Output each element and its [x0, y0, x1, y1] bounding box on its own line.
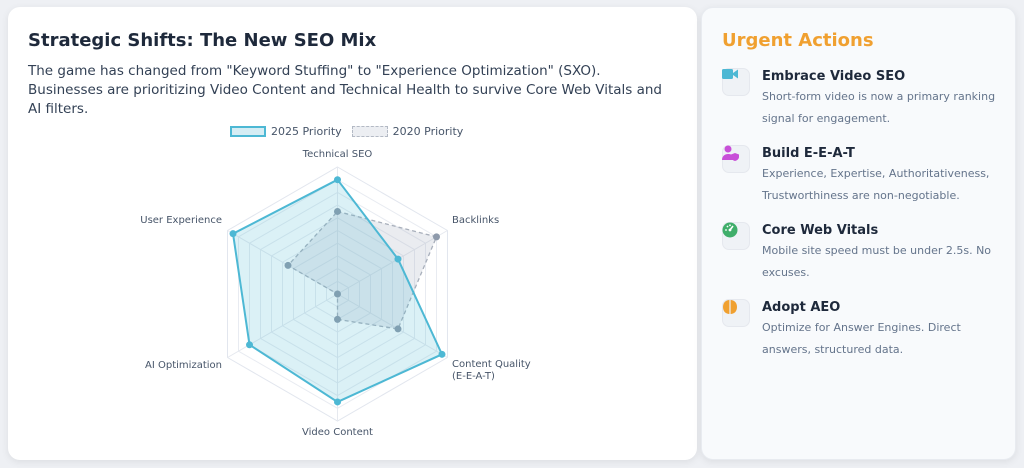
axis-label: Backlinks	[452, 215, 499, 226]
data-point[interactable]	[229, 230, 237, 238]
legend-swatch-2020[interactable]	[351, 126, 388, 137]
data-point[interactable]	[334, 290, 341, 298]
series-area-0	[231, 178, 444, 404]
data-point[interactable]	[394, 325, 402, 333]
brain-icon	[722, 299, 750, 327]
axis-line	[337, 293, 448, 358]
legend-label-2025[interactable]: 2025 Priority	[271, 125, 342, 138]
action-description-line: signal for engagement.	[762, 111, 891, 125]
chart-card: Strategic Shifts: The New SEO Mix The ga…	[8, 7, 697, 460]
video-camera-icon	[722, 68, 750, 96]
action-title: Core Web Vitals	[762, 223, 879, 238]
action-item: Build E-E-A-T Experience, Expertise, Aut…	[722, 145, 1002, 206]
data-point[interactable]	[334, 398, 341, 406]
urgent-actions-card: Urgent Actions Embrace Video SEO Short-f…	[701, 7, 1016, 460]
action-description-line: answers, structured data.	[762, 342, 904, 356]
action-description-line: Experience, Expertise, Authoritativeness…	[762, 167, 990, 180]
axis-label: (E-E-A-T)	[452, 371, 495, 382]
axis-line	[227, 293, 338, 358]
axis-label: User Experience	[140, 215, 222, 226]
gauge-icon	[722, 222, 750, 250]
data-point[interactable]	[334, 176, 341, 184]
action-description-line: Trustworthiness are non-negotiable.	[762, 188, 960, 202]
urgent-actions-title: Urgent Actions	[722, 30, 874, 51]
data-point[interactable]	[432, 233, 440, 241]
action-title: Embrace Video SEO	[762, 69, 906, 84]
axis-line	[337, 230, 448, 295]
legend-swatch-2025[interactable]	[230, 126, 266, 137]
data-point[interactable]	[334, 207, 341, 215]
axis-label: Content Quality	[452, 359, 531, 370]
axis-label: Technical SEO	[302, 149, 373, 160]
data-point[interactable]	[284, 261, 292, 269]
action-title: Build E-E-A-T	[762, 146, 855, 161]
legend-label-2020[interactable]: 2020 Priority	[392, 125, 464, 138]
data-point[interactable]	[438, 350, 446, 358]
action-description-line: Mobile site speed must be under 2.5s. No	[762, 244, 992, 257]
axis-label: AI Optimization	[145, 360, 222, 371]
action-item: Core Web Vitals Mobile site speed must b…	[722, 222, 1002, 283]
data-point[interactable]	[334, 315, 341, 323]
axis-label: Video Content	[302, 427, 373, 438]
data-point[interactable]	[394, 255, 402, 263]
action-description-line: excuses.	[762, 265, 810, 279]
legend: 2025 Priority 2020 Priority	[230, 125, 463, 138]
chart-description: The game has changed from "Keyword Stuff…	[28, 63, 662, 117]
action-item: Adopt AEO Optimize for Answer Engines. D…	[722, 299, 1002, 360]
action-title: Adopt AEO	[762, 300, 841, 315]
radar-chart: Technical SEO Backlinks Content Quality(E-…	[140, 149, 531, 438]
action-item: Embrace Video SEO Short-form video is no…	[722, 68, 1002, 129]
action-description-line: Short-form video is now a primary rankin…	[762, 90, 996, 103]
chart-title: Strategic Shifts: The New SEO Mix	[28, 30, 377, 51]
user-shield-icon	[722, 145, 750, 173]
action-description-line: Optimize for Answer Engines. Direct	[762, 321, 961, 334]
data-point[interactable]	[246, 341, 254, 349]
